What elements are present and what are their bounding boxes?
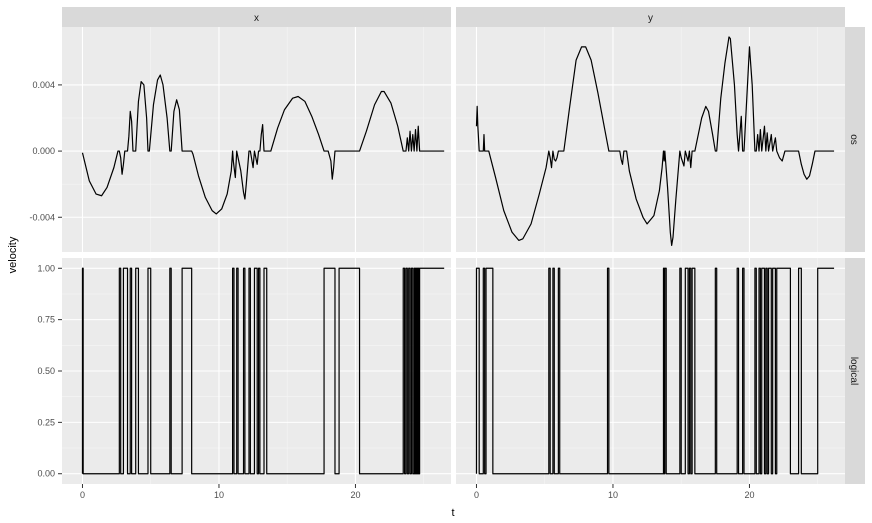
panel-x-os <box>62 27 451 252</box>
series-line-y-logical <box>475 267 835 475</box>
strip-x-background <box>62 7 451 27</box>
x-axis-y: 0 10 20 <box>474 484 754 500</box>
strip-logical-background <box>845 258 865 484</box>
x-tick-label: 10 <box>214 490 224 500</box>
x-tick-label: 0 <box>474 490 479 500</box>
strip-label-x: x <box>254 13 259 24</box>
strip-os-background <box>845 27 865 252</box>
strip-label-logical: logical <box>848 357 859 385</box>
x-tick-label: 20 <box>350 490 360 500</box>
panel-y-logical <box>456 258 845 484</box>
x-axis-x: 0 10 20 <box>80 484 360 500</box>
x-tick-label: 10 <box>608 490 618 500</box>
x-tick-label: 0 <box>80 490 85 500</box>
panel-background <box>62 27 451 252</box>
series-line-y-os <box>475 36 835 246</box>
y-tick-label: 0.75 <box>37 315 55 325</box>
panel-background <box>456 27 845 252</box>
panel-x-logical <box>62 258 451 484</box>
y-axis-os: -0.004 0.000 0.004 <box>29 80 62 222</box>
series-line-x-logical <box>81 267 445 475</box>
y-tick-label: 0.004 <box>32 80 55 90</box>
y-axis-logical: 0.00 0.25 0.50 0.75 1.00 <box>37 263 62 479</box>
strip-label-y: y <box>648 13 653 24</box>
x-tick-label: 20 <box>744 490 754 500</box>
y-tick-label: 1.00 <box>37 263 55 273</box>
y-tick-label: 0.25 <box>37 417 55 427</box>
y-tick-label: -0.004 <box>29 212 55 222</box>
x-axis-title: t <box>451 507 454 519</box>
strip-label-os: os <box>848 134 859 145</box>
strip-y-background <box>456 7 845 27</box>
y-axis-title: velocity <box>7 236 19 273</box>
panel-y-os <box>456 27 845 252</box>
y-tick-label: 0.00 <box>37 469 55 479</box>
y-tick-label: 0.50 <box>37 366 55 376</box>
series-line-x-os <box>81 74 445 215</box>
y-tick-label: 0.000 <box>32 146 55 156</box>
